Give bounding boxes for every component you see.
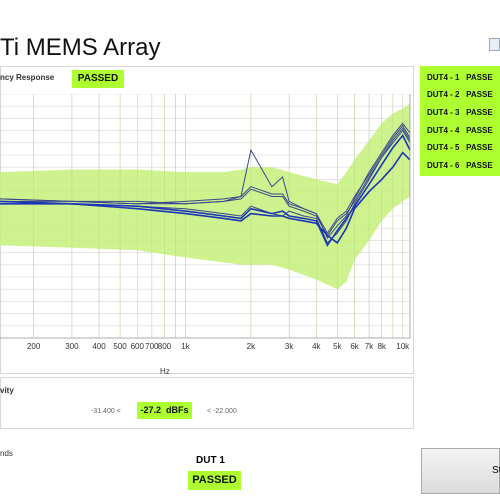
window-title: Ti MEMS Array <box>0 34 161 61</box>
x-tick-label: 6k <box>350 342 359 351</box>
dut-result-row[interactable]: DUT4 - 5 PASSE <box>427 143 493 152</box>
dut-result-label: DUT4 - 3 <box>427 108 460 117</box>
dut-result-status: PASSE <box>466 73 493 82</box>
dut-result-row[interactable]: DUT4 - 1 PASSE <box>427 73 493 82</box>
dut-result-label: DUT4 - 2 <box>427 90 460 99</box>
dut-result-row[interactable]: DUT4 - 2 PASSE <box>427 90 493 99</box>
x-tick-label: 300 <box>65 342 79 351</box>
dut-result-status: PASSE <box>466 90 493 99</box>
sensitivity-unit: dBFs <box>166 405 189 415</box>
section-label: nds <box>0 449 13 458</box>
sensitivity-lower-limit: -31.400 < <box>91 408 121 415</box>
dut-result-label: DUT4 - 1 <box>427 73 460 82</box>
x-tick-label: 4k <box>312 342 321 351</box>
frequency-response-status-badge: PASSED <box>72 70 124 88</box>
dut-results-list: DUT4 - 1 PASSE DUT4 - 2 PASSE DUT4 - 3 P… <box>420 66 500 176</box>
x-tick-label: 10k <box>396 342 410 351</box>
x-tick-label: 400 <box>92 342 106 351</box>
dut-title: DUT 1 <box>196 455 225 466</box>
sensitivity-label: vity <box>0 386 14 395</box>
start-button[interactable]: St <box>421 448 500 494</box>
x-tick-label: 7k <box>365 342 374 351</box>
start-button-label: St <box>492 465 500 476</box>
x-tick-label: 800 <box>158 342 172 351</box>
frequency-response-chart: 200 300 400 500 600 700 800 1k 2k 3k 4k 5k 6k 7k 8k 10k <box>0 94 411 351</box>
x-tick-label: 500 <box>113 342 127 351</box>
x-tick-label: 3k <box>285 342 294 351</box>
dut-result-label: DUT4 - 6 <box>427 161 460 170</box>
x-tick-label: 600 <box>131 342 145 351</box>
window-control-icon[interactable] <box>489 38 500 51</box>
x-tick-label: 5k <box>333 342 342 351</box>
dut-result-status: PASSE <box>466 143 493 152</box>
x-axis-label: Hz <box>160 367 170 376</box>
dut-result-status: PASSE <box>466 161 493 170</box>
series-line <box>0 151 411 244</box>
x-tick-label: 2k <box>247 342 256 351</box>
tolerance-band <box>0 103 410 290</box>
sensitivity-panel <box>0 377 414 429</box>
series-line <box>0 134 411 247</box>
x-tick-label: 700 <box>145 342 159 351</box>
x-tick-label: 200 <box>27 342 41 351</box>
dut-result-label: DUT4 - 5 <box>427 143 460 152</box>
dut-result-label: DUT4 - 4 <box>427 126 460 135</box>
dut-result-status: PASSE <box>466 108 493 117</box>
dut-result-status: PASSE <box>466 126 493 135</box>
series-line <box>0 129 411 237</box>
dut-result-row[interactable]: DUT4 - 6 PASSE <box>427 161 493 170</box>
series-line <box>0 124 411 235</box>
dut-status-badge: PASSED <box>188 471 241 490</box>
frequency-response-label: ncy Response <box>0 73 55 82</box>
x-tick-label: 8k <box>377 342 386 351</box>
sensitivity-upper-limit: < -22.000 <box>207 408 237 415</box>
x-tick-label: 1k <box>181 342 190 351</box>
sensitivity-value: -27.2 <box>140 405 161 415</box>
dut-result-row[interactable]: DUT4 - 4 PASSE <box>427 126 493 135</box>
sensitivity-value-badge: -27.2 dBFs <box>137 402 192 419</box>
dut-result-row[interactable]: DUT4 - 3 PASSE <box>427 108 493 117</box>
